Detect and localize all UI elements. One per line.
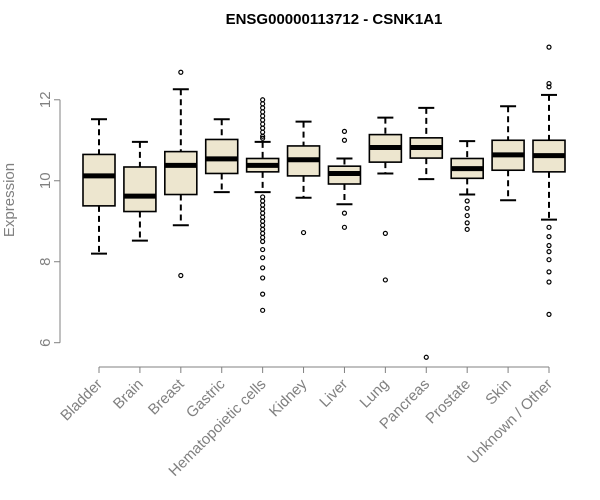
outlier-point (546, 279, 552, 285)
outlier-point (546, 234, 552, 240)
outlier-point (423, 354, 429, 360)
outlier-point (260, 255, 266, 261)
outlier-point (260, 265, 266, 271)
outlier-point (382, 277, 388, 283)
outlier-point (341, 210, 348, 216)
outlier-point (260, 206, 266, 212)
outlier-point (260, 109, 266, 115)
outlier-point (260, 214, 266, 220)
outlier-point (341, 224, 348, 230)
outlier-point (546, 44, 552, 50)
box-11 (491, 105, 525, 202)
outlier-point (178, 69, 184, 75)
outlier-point (260, 113, 266, 119)
outlier-point (341, 137, 348, 143)
y-tick-label: 6 (37, 339, 54, 347)
outlier-point (464, 226, 470, 232)
outlier-point (300, 229, 307, 236)
outlier-point (260, 222, 266, 228)
outlier-point (260, 121, 266, 127)
outlier-point (260, 198, 266, 204)
outlier-point (546, 80, 552, 87)
x-tick-label: Lung (357, 376, 393, 412)
outlier-point (260, 125, 266, 131)
y-axis-label: Expression (1, 163, 18, 237)
outlier-point (260, 194, 266, 200)
outlier-point (260, 246, 266, 253)
outlier-point (260, 97, 266, 103)
chart-title: ENSG00000113712 - CSNK1A1 (226, 11, 443, 28)
x-tick-label: Prostate (422, 376, 474, 428)
outlier-point (464, 212, 470, 219)
outlier-point (546, 311, 552, 317)
outlier-point (260, 291, 266, 297)
outlier-point (260, 275, 266, 281)
box-6 (286, 120, 321, 236)
outlier-point (341, 128, 348, 134)
outlier-point (546, 257, 552, 263)
outlier-point (260, 238, 266, 245)
outlier-point (546, 84, 552, 90)
x-tick-label: Bladder (57, 376, 106, 425)
outlier-point (260, 210, 266, 216)
box-4 (204, 118, 239, 194)
outlier-point (546, 242, 552, 249)
y-tick-label: 12 (37, 91, 54, 108)
box-5 (245, 97, 280, 313)
outlier-point (260, 202, 266, 208)
x-tick-label: Breast (145, 375, 188, 418)
box-12 (532, 44, 566, 317)
outlier-point (260, 129, 266, 135)
box-8 (368, 116, 403, 283)
x-tick-label: Brain (110, 376, 147, 413)
box-7 (327, 128, 362, 230)
outlier-point (260, 307, 266, 313)
outlier-point (260, 133, 266, 139)
iqr-box (164, 150, 198, 196)
box-10 (450, 140, 484, 232)
outlier-point (464, 198, 470, 204)
y-tick-label: 10 (37, 172, 54, 189)
outlier-point (260, 234, 266, 241)
box-2 (123, 140, 157, 242)
outlier-point (382, 230, 388, 236)
box-3 (164, 69, 198, 279)
outlier-point (260, 101, 266, 107)
iqr-box (123, 166, 157, 213)
x-tick-label: Skin (482, 376, 515, 409)
box-1 (82, 118, 116, 255)
outlier-point (178, 272, 184, 279)
outlier-point (464, 220, 470, 226)
outlier-point (260, 226, 266, 232)
outlier-point (260, 135, 266, 141)
outlier-point (546, 249, 552, 255)
boxes-group (82, 44, 566, 360)
outlier-point (260, 218, 266, 224)
x-tick-label: Kidney (266, 375, 311, 420)
outlier-point (464, 205, 470, 211)
outlier-point (260, 105, 266, 111)
outlier-point (546, 269, 552, 275)
y-axis: 6 8 10 12 (37, 91, 61, 347)
box-9 (409, 106, 444, 360)
iqr-box (82, 153, 116, 207)
y-tick-label: 8 (37, 258, 54, 266)
x-tick-label: Liver (316, 376, 351, 411)
outlier-point (546, 224, 552, 230)
outlier-point (260, 117, 266, 123)
outlier-point (260, 230, 266, 236)
